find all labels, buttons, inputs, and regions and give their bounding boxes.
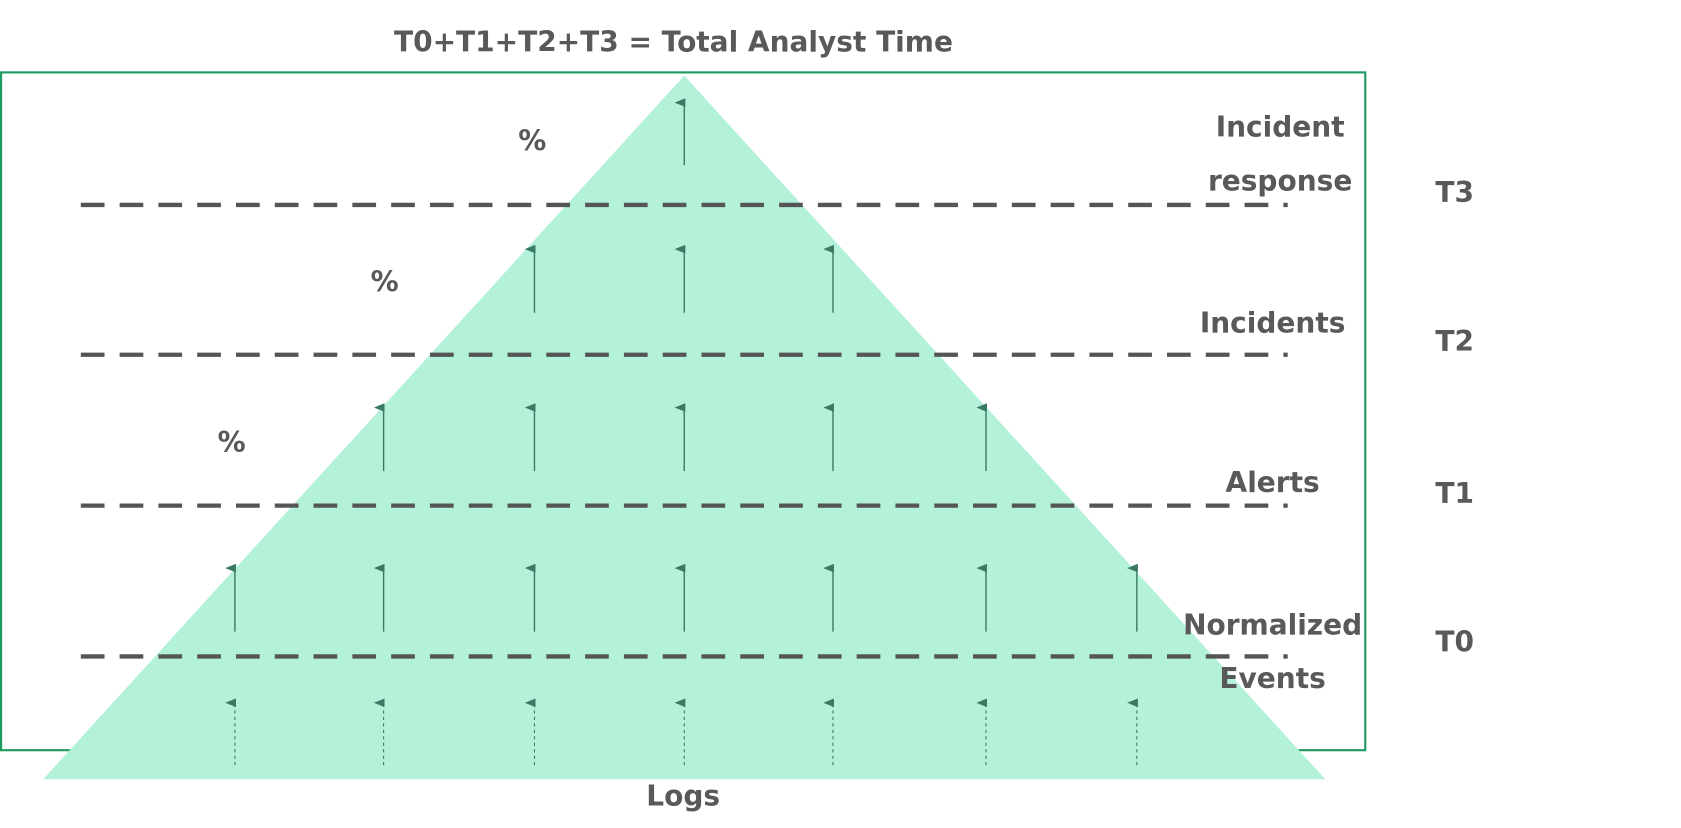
- tier-label: T2: [1435, 325, 1474, 358]
- layout: [80, 98, 1288, 766]
- title: T0+T1+T2+T3 = Total Analyst Time: [394, 25, 953, 58]
- percent-label: %: [371, 266, 399, 299]
- percent-label: %: [518, 124, 546, 157]
- base-label: Logs: [646, 780, 720, 813]
- percent-label: %: [218, 426, 246, 459]
- tier-label: T1: [1435, 477, 1474, 510]
- tier-label: T3: [1435, 176, 1474, 209]
- layer-label: Alerts: [1226, 466, 1320, 499]
- layer-label: Normalized: [1183, 608, 1362, 641]
- layer-label: Events: [1219, 662, 1325, 695]
- tier-label: T0: [1435, 626, 1474, 659]
- layer-label: Incident: [1216, 110, 1345, 143]
- layer-label: response: [1208, 164, 1352, 197]
- layer-label: Incidents: [1200, 307, 1346, 340]
